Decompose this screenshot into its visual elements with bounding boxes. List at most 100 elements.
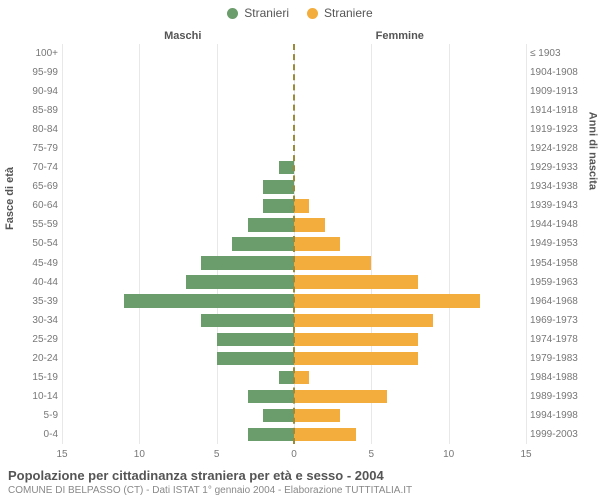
female-half: [294, 409, 526, 422]
male-bar: [201, 256, 294, 269]
age-label: 60-64: [14, 200, 58, 211]
side-title-female: Femmine: [376, 30, 424, 42]
male-bar: [248, 218, 294, 231]
age-label: 55-59: [14, 219, 58, 230]
male-half: [62, 85, 294, 98]
female-bar: [294, 409, 340, 422]
female-half: [294, 314, 526, 327]
age-label: 80-84: [14, 124, 58, 135]
footer-title: Popolazione per cittadinanza straniera p…: [8, 468, 592, 483]
pyramid-row: 5-91994-1998: [62, 406, 526, 425]
xaxis-tick-label: 5: [214, 449, 220, 460]
legend-female-swatch: [307, 8, 318, 19]
pyramid-row: 60-641939-1943: [62, 196, 526, 215]
age-label: 85-89: [14, 105, 58, 116]
birth-year-label: 1939-1943: [530, 200, 596, 211]
birth-year-label: 1999-2003: [530, 429, 596, 440]
male-bar: [217, 352, 294, 365]
legend-female-label: Straniere: [324, 6, 373, 20]
pyramid-row: 75-791924-1928: [62, 139, 526, 158]
population-pyramid: Maschi Femmine 100+≤ 190395-991904-19089…: [62, 44, 526, 444]
female-half: [294, 123, 526, 136]
male-bar: [279, 371, 294, 384]
female-half: [294, 333, 526, 346]
xaxis-tick-label: 15: [520, 449, 531, 460]
male-half: [62, 47, 294, 60]
age-label: 50-54: [14, 238, 58, 249]
chart-rows: 100+≤ 190395-991904-190890-941909-191385…: [62, 44, 526, 444]
male-half: [62, 237, 294, 250]
male-bar: [232, 237, 294, 250]
female-half: [294, 142, 526, 155]
legend-male-label: Stranieri: [244, 6, 289, 20]
male-half: [62, 161, 294, 174]
legend-male-swatch: [227, 8, 238, 19]
birth-year-label: 1944-1948: [530, 219, 596, 230]
xaxis-tick-label: 0: [291, 449, 297, 460]
age-label: 100+: [14, 48, 58, 59]
female-half: [294, 352, 526, 365]
gridline: [526, 44, 527, 444]
male-half: [62, 199, 294, 212]
age-label: 20-24: [14, 353, 58, 364]
male-bar: [124, 294, 294, 307]
pyramid-row: 70-741929-1933: [62, 158, 526, 177]
xaxis-tick-label: 10: [134, 449, 145, 460]
legend-male: Stranieri: [227, 6, 289, 20]
male-half: [62, 294, 294, 307]
female-half: [294, 66, 526, 79]
female-bar: [294, 333, 418, 346]
pyramid-row: 40-441959-1963: [62, 273, 526, 292]
age-label: 70-74: [14, 162, 58, 173]
birth-year-label: 1934-1938: [530, 181, 596, 192]
male-half: [62, 333, 294, 346]
pyramid-row: 45-491954-1958: [62, 254, 526, 273]
male-half: [62, 66, 294, 79]
female-half: [294, 161, 526, 174]
age-label: 75-79: [14, 143, 58, 154]
pyramid-row: 65-691934-1938: [62, 177, 526, 196]
female-half: [294, 237, 526, 250]
birth-year-label: 1914-1918: [530, 105, 596, 116]
birth-year-label: 1984-1988: [530, 372, 596, 383]
female-bar: [294, 371, 309, 384]
male-bar: [248, 428, 294, 441]
male-half: [62, 409, 294, 422]
female-bar: [294, 294, 480, 307]
male-half: [62, 275, 294, 288]
birth-year-label: 1924-1928: [530, 143, 596, 154]
age-label: 90-94: [14, 86, 58, 97]
birth-year-label: 1954-1958: [530, 258, 596, 269]
female-half: [294, 85, 526, 98]
age-label: 5-9: [14, 410, 58, 421]
pyramid-row: 0-41999-2003: [62, 425, 526, 444]
female-half: [294, 428, 526, 441]
birth-year-label: 1969-1973: [530, 315, 596, 326]
pyramid-row: 30-341969-1973: [62, 311, 526, 330]
age-label: 0-4: [14, 429, 58, 440]
female-half: [294, 294, 526, 307]
age-label: 15-19: [14, 372, 58, 383]
pyramid-row: 95-991904-1908: [62, 63, 526, 82]
female-bar: [294, 199, 309, 212]
age-label: 65-69: [14, 181, 58, 192]
age-label: 95-99: [14, 67, 58, 78]
pyramid-row: 90-941909-1913: [62, 82, 526, 101]
female-half: [294, 199, 526, 212]
pyramid-row: 85-891914-1918: [62, 101, 526, 120]
female-half: [294, 218, 526, 231]
chart-footer: Popolazione per cittadinanza straniera p…: [8, 468, 592, 496]
male-bar: [263, 409, 294, 422]
female-half: [294, 47, 526, 60]
pyramid-row: 20-241979-1983: [62, 349, 526, 368]
male-bar: [201, 314, 294, 327]
male-half: [62, 104, 294, 117]
male-half: [62, 352, 294, 365]
pyramid-row: 35-391964-1968: [62, 292, 526, 311]
pyramid-row: 100+≤ 1903: [62, 44, 526, 63]
male-half: [62, 142, 294, 155]
age-label: 45-49: [14, 258, 58, 269]
pyramid-row: 10-141989-1993: [62, 387, 526, 406]
xaxis-tick-label: 5: [369, 449, 375, 460]
pyramid-row: 15-191984-1988: [62, 368, 526, 387]
